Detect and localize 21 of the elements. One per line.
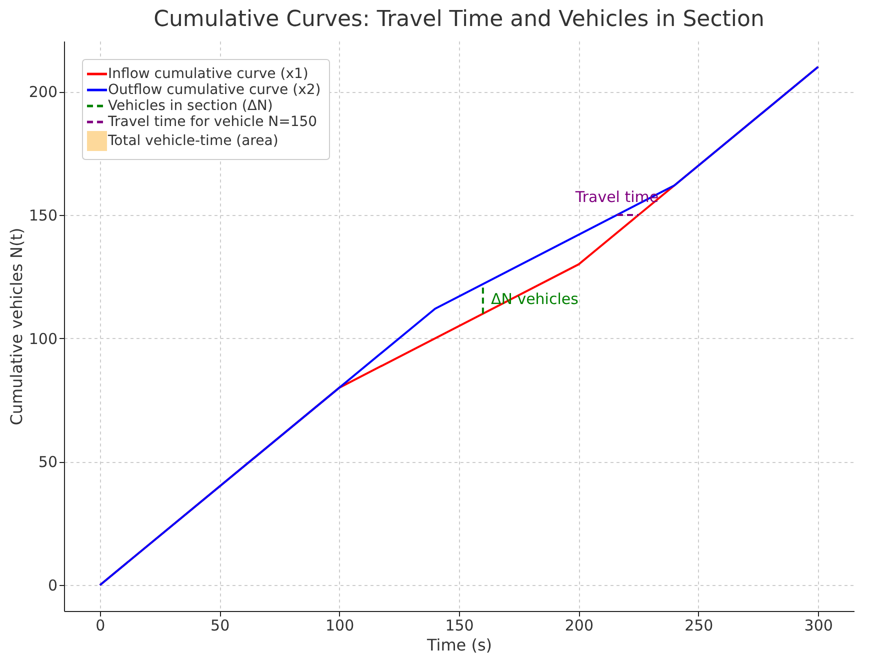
chart-title: Cumulative Curves: Travel Time and Vehicles in Section [154,7,764,32]
legend-label: Travel time for vehicle N=150 [107,114,318,130]
x-tick-label: 0 [96,616,106,634]
x-axis-title: Time (s) [426,636,492,654]
y-tick-label: 200 [28,83,58,102]
x-tick-label: 250 [684,616,714,634]
legend-label: Vehicles in section (ΔN) [108,98,273,114]
y-tick-label: 150 [28,206,58,224]
x-tick-label: 100 [325,616,354,634]
x-tick-label: 300 [804,616,833,634]
legend-label: Outflow cumulative curve (x2) [108,82,321,98]
legend-label: Total vehicle-time (area) [107,133,278,149]
y-axis-title: Cumulative vehicles N(t) [6,228,26,426]
x-tick-label: 50 [210,616,230,634]
y-tick-label: 100 [28,330,58,348]
y-tick-label: 0 [48,576,58,595]
y-tick-label: 50 [38,453,58,472]
x-tick-label: 150 [445,616,474,634]
annotation: ΔN vehicles [490,290,579,308]
x-tick-label: 200 [564,616,594,634]
legend-label: Inflow cumulative curve (x1) [108,66,308,82]
